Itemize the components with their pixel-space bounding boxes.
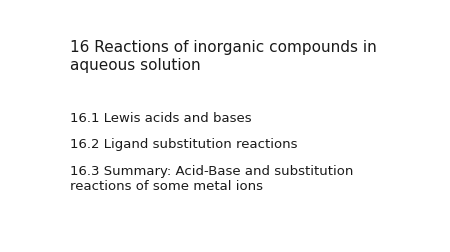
Text: 16 Reactions of inorganic compounds in
aqueous solution: 16 Reactions of inorganic compounds in a… [70,40,377,72]
Text: 16.3 Summary: Acid-Base and substitution
reactions of some metal ions: 16.3 Summary: Acid-Base and substitution… [70,164,354,193]
Text: 16.1 Lewis acids and bases: 16.1 Lewis acids and bases [70,112,252,125]
Text: 16.2 Ligand substitution reactions: 16.2 Ligand substitution reactions [70,138,298,151]
